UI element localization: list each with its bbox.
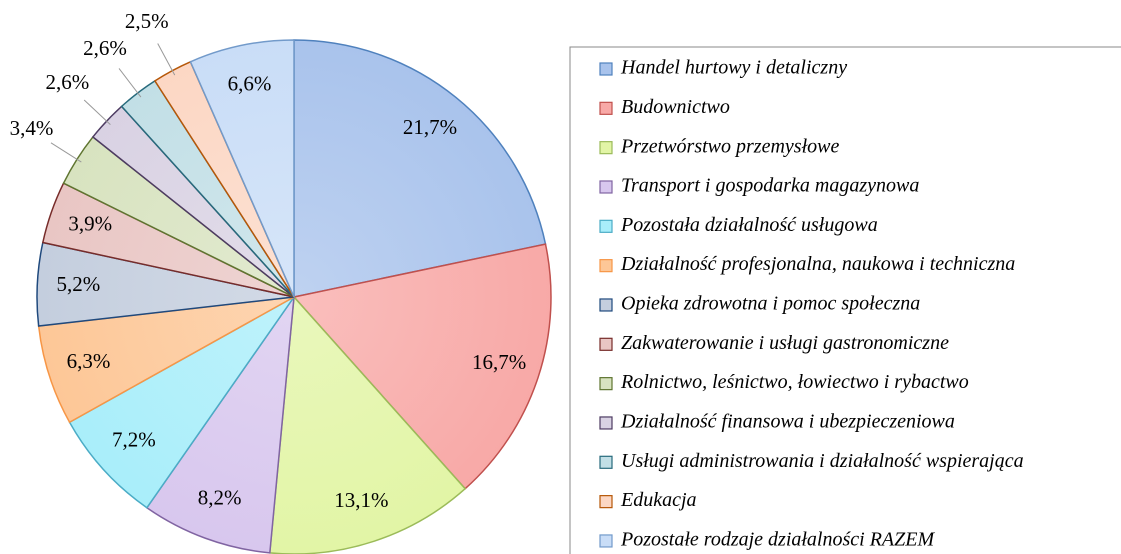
- data-label: 2,6%: [83, 36, 127, 60]
- legend-swatch: [599, 141, 613, 155]
- legend-label: Opieka zdrowotna i pomoc społeczna: [621, 293, 920, 315]
- legend-label: Przetwórstwo przemysłowe: [620, 135, 839, 157]
- legend-swatch: [599, 337, 613, 351]
- legend-swatch: [599, 101, 613, 115]
- leader-line: [118, 68, 142, 98]
- legend-swatch: [599, 219, 613, 233]
- legend-label: Edukacja: [620, 489, 697, 511]
- legend-swatch: [599, 455, 613, 469]
- legend-swatch: [599, 62, 613, 76]
- legend-label: Rolnictwo, leśnictwo, łowiectwo i rybact…: [620, 371, 969, 393]
- legend-swatch: [599, 377, 613, 391]
- legend-label: Działalność finansowa i ubezpieczeniowa: [620, 411, 955, 433]
- data-label: 2,5%: [125, 9, 169, 33]
- data-label: 2,6%: [45, 70, 89, 94]
- data-label: 3,4%: [10, 116, 54, 140]
- leader-line: [157, 43, 176, 76]
- data-label: 6,3%: [67, 349, 111, 373]
- legend-swatch: [599, 495, 613, 509]
- data-label: 7,2%: [112, 428, 156, 452]
- legend-label: Pozostałe rodzaje działalności RAZEM: [620, 529, 935, 551]
- leader-line: [50, 142, 82, 163]
- legend-swatch: [599, 180, 613, 194]
- legend-box: [569, 46, 1121, 554]
- pie-slice: [145, 294, 296, 554]
- data-label: 5,2%: [57, 272, 101, 296]
- legend-swatch: [599, 259, 613, 273]
- data-label: 6,6%: [228, 72, 272, 96]
- legend-swatch: [599, 534, 613, 548]
- data-label: 16,7%: [472, 350, 526, 374]
- legend-swatch: [599, 416, 613, 430]
- legend-label: Transport i gospodarka magazynowa: [621, 175, 919, 197]
- legend-label: Zakwaterowanie i usługi gastronomiczne: [621, 332, 949, 354]
- data-label: 13,1%: [334, 488, 388, 512]
- data-label: 8,2%: [198, 485, 242, 509]
- leader-line: [83, 99, 111, 125]
- legend-label: Usługi administrowania i działalność wsp…: [621, 450, 1024, 472]
- pie-slice: [292, 243, 552, 490]
- legend-label: Budownictwo: [621, 96, 730, 118]
- legend-label: Pozostała działalność usługowa: [620, 214, 878, 236]
- pie-slice: [293, 39, 547, 298]
- pie-slice: [189, 39, 295, 298]
- legend-label: Działalność profesjonalna, naukowa i tec…: [620, 253, 1015, 275]
- data-label: 3,9%: [68, 212, 112, 236]
- data-label: 21,7%: [403, 115, 457, 139]
- legend-swatch: [599, 298, 613, 312]
- pie-slice: [68, 296, 295, 509]
- legend-label: Handel hurtowy i detaliczny: [620, 57, 847, 79]
